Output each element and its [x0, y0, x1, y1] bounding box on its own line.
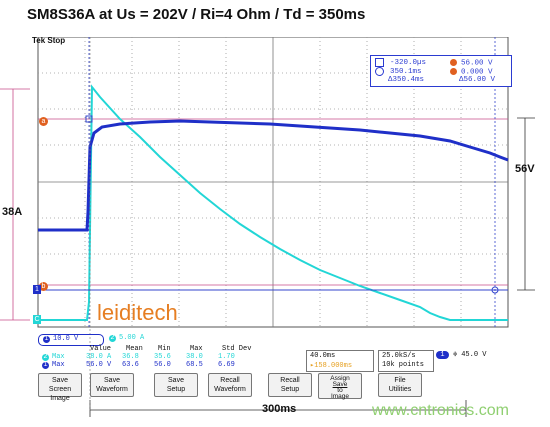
cursor-a-value: 56.00 V: [461, 59, 493, 68]
scope-status: Tek Stop: [32, 36, 66, 45]
trigger-edge-icon: ≑: [453, 351, 458, 359]
row-ch1-value: 56.0 V: [86, 361, 112, 369]
button-line3: to: [337, 387, 343, 394]
measurement-header: Value Mean Min Max Std Dev: [90, 345, 262, 353]
timebase-scale: 40.0ms: [310, 352, 336, 360]
cursor-readout: -320.0µs 56.00 V 350.1ms 0.000 V Δ350.4ms Δ…: [370, 55, 512, 87]
cursor-a-dot-icon: [450, 59, 457, 66]
row-ch2-min: 35.6: [154, 353, 171, 361]
button-line2: Waveform: [96, 386, 128, 393]
header-mean: Mean: [126, 345, 143, 353]
row-ch2-badge: 2: [42, 353, 49, 361]
row-ch2-value: 38.0 A: [86, 353, 112, 361]
scope-screen: [30, 36, 517, 337]
button-line2: Setup: [166, 386, 186, 393]
recall-setup-button[interactable]: Recall Setup: [268, 373, 312, 397]
assign-save-to-image-button[interactable]: Assign Save to Image: [318, 373, 362, 400]
row-ch2-mean: 36.8: [122, 353, 139, 361]
measurement-table: Value Mean Min Max Std Dev 2 Max 38.0 A 36.8 35.…: [42, 345, 302, 371]
button-line1: File: [394, 377, 406, 384]
cursor-delta-time: Δ350.4ms: [388, 76, 425, 84]
timebase-position: ▸158.000ms: [310, 361, 352, 370]
measurement-row-ch1: 1 Max 56.0 V 63.6 56.0 68.5 6.69: [42, 361, 235, 369]
button-line2: Setup: [280, 386, 300, 393]
ch2-scale-box[interactable]: 2 5.00 A: [105, 334, 169, 344]
button-line1: Recall: [280, 377, 300, 384]
measurement-row-ch2: 2 Max 38.0 A 36.8 35.6 38.0 1.70: [42, 353, 235, 361]
header-stddev: Std Dev: [222, 345, 252, 353]
file-utilities-button[interactable]: File Utilities: [378, 373, 422, 397]
timebase-box[interactable]: 40.0ms ▸158.000ms: [306, 350, 374, 372]
button-line2: Utilities: [388, 386, 412, 393]
channel-status-area: 1 10.0 V 2 5.00 A Value Mean Min Max Std Dev 2…: [38, 334, 508, 372]
timebase-position-value: 158.000ms: [314, 362, 353, 370]
marker-c: C: [33, 315, 41, 324]
page-title: SM8S36A at Us = 202V / Ri=4 Ohm / Td = 3…: [27, 6, 366, 23]
row-ch2-label: Max: [52, 353, 65, 361]
button-line1: Save: [52, 377, 68, 384]
time-annotation: 300ms: [262, 403, 297, 415]
save-screen-image-button[interactable]: Save Screen Image: [38, 373, 82, 402]
row-ch1-mean: 63.6: [122, 361, 139, 369]
row-ch2-max: 38.0: [186, 353, 203, 361]
ch1-badge: 1: [43, 335, 50, 343]
button-line1: Save: [104, 377, 120, 384]
button-line2: Save: [332, 381, 348, 388]
header-min: Min: [158, 345, 171, 353]
ch2-waveform: [38, 84, 508, 321]
button-line1: Save: [168, 377, 184, 384]
cursor-b-dot-icon: [450, 68, 457, 75]
button-line2: Waveform: [214, 386, 246, 393]
record-length: 10k points: [382, 361, 425, 369]
acquisition-box[interactable]: 25.0kS/s 10k points: [378, 350, 434, 372]
marker-a: a: [39, 117, 48, 126]
ch1-scale-box[interactable]: 1 10.0 V: [38, 334, 104, 346]
row-ch1-min: 56.0: [154, 361, 171, 369]
cursor-a-marker-icon: [375, 58, 384, 67]
header-value: Value: [90, 345, 112, 353]
cursor-a-time: -320.0µs: [390, 59, 427, 68]
trigger-channel-badge: 1: [436, 351, 449, 359]
cursor-delta-value: Δ56.00 V: [459, 76, 496, 84]
button-line2: Screen Image: [48, 386, 72, 402]
cntronics-watermark: www.cntronics.com: [372, 402, 509, 419]
row-ch1-max: 68.5: [186, 361, 203, 369]
cursor-b-marker-icon: [375, 67, 384, 76]
ch2-badge: 2: [109, 334, 116, 342]
row-ch1-label: Max: [52, 361, 65, 369]
row-ch2-stddev: 1.70: [218, 353, 235, 361]
ch1-waveform: [38, 119, 509, 232]
row-ch1-stddev: 6.69: [218, 361, 235, 369]
leiditech-watermark: leiditech: [97, 300, 178, 325]
ch1-scale: 10.0 V: [53, 335, 79, 343]
trigger-level: 45.0 V: [461, 351, 487, 359]
row-ch1-badge: 1: [42, 361, 49, 369]
save-setup-button[interactable]: Save Setup: [154, 373, 198, 397]
button-line1: Recall: [220, 377, 240, 384]
save-waveform-button[interactable]: Save Waveform: [90, 373, 134, 397]
button-line1: Assign: [330, 375, 350, 382]
marker-b: b: [39, 282, 48, 291]
cursor-b-value: 0.000 V: [461, 68, 493, 77]
header-max: Max: [190, 345, 203, 353]
ch2-scale: 5.00 A: [119, 334, 145, 342]
trigger-box[interactable]: 1 ≑ 45.0 V: [436, 350, 508, 360]
current-annotation: 38A: [2, 206, 23, 218]
position-arrow-icon: ▸: [310, 362, 315, 370]
cursor-b-time: 350.1ms: [390, 68, 422, 77]
voltage-annotation: 56V: [515, 163, 535, 175]
marker-1: 1: [33, 285, 41, 294]
sample-rate: 25.0kS/s: [382, 352, 416, 360]
recall-waveform-button[interactable]: Recall Waveform: [208, 373, 252, 397]
button-line4: Image: [330, 393, 350, 400]
